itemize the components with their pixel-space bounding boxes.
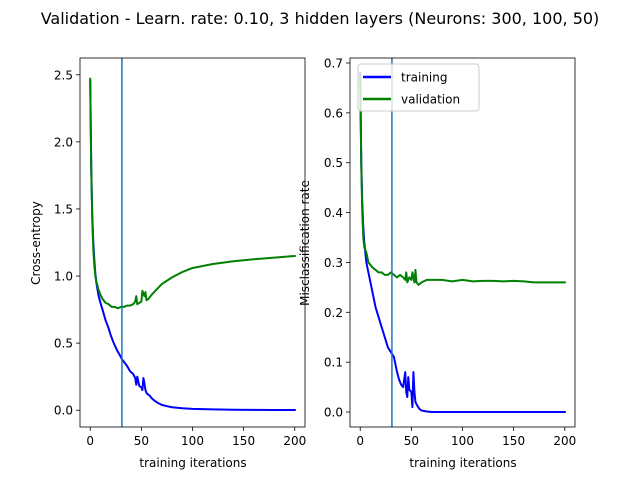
y-tick-label: 2.5 (54, 68, 73, 82)
y-tick-label: 0.3 (324, 256, 343, 270)
y-tick-label: 0.6 (324, 106, 343, 120)
axes-frame (349, 57, 576, 428)
axes-frame (79, 57, 306, 428)
y-axis-label: Misclassification rate (298, 180, 312, 306)
legend-label-training: training (401, 71, 448, 85)
y-axis-label: Cross-entropy (29, 201, 43, 285)
x-axis-label: training iterations (409, 456, 516, 470)
y-tick-label: 0.5 (54, 337, 73, 351)
series-line-training (89, 80, 296, 411)
y-tick-label: 0.5 (324, 156, 343, 170)
x-tick-label: 50 (404, 434, 419, 448)
y-tick-label: 2.0 (54, 135, 73, 149)
figure-title: Validation - Learn. rate: 0.10, 3 hidden… (41, 9, 600, 28)
x-tick-label: 0 (86, 434, 94, 448)
x-tick-label: 50 (134, 434, 149, 448)
cross-entropy-panel: Cross-entropy training iterations 0 50 100… (29, 57, 306, 470)
y-tick-label: 0.4 (324, 206, 343, 220)
legend-label-validation: validation (401, 93, 460, 107)
x-tick-label: 200 (283, 434, 306, 448)
series-line-validation (89, 77, 296, 310)
y-tick-label: 0.7 (324, 56, 343, 70)
legend: training validation (357, 63, 480, 112)
x-tick-label: 0 (356, 434, 364, 448)
y-tick-label: 1.5 (54, 202, 73, 216)
series-line-validation (359, 76, 566, 286)
y-tick-label: 0.0 (54, 404, 73, 418)
y-tick-label: 0.2 (324, 306, 343, 320)
x-axis-label: training iterations (139, 456, 246, 470)
x-tick-label: 150 (502, 434, 525, 448)
x-tick-label: 200 (553, 434, 576, 448)
x-tick-label: 100 (181, 434, 204, 448)
misclassification-panel: Misclassification rate training iteratio… (298, 56, 576, 470)
y-tick-label: 0.0 (324, 406, 343, 420)
y-tick-label: 1.0 (54, 270, 73, 284)
x-tick-label: 150 (232, 434, 255, 448)
y-tick-label: 0.1 (324, 356, 343, 370)
x-tick-label: 100 (451, 434, 474, 448)
series-line-training (359, 71, 566, 414)
